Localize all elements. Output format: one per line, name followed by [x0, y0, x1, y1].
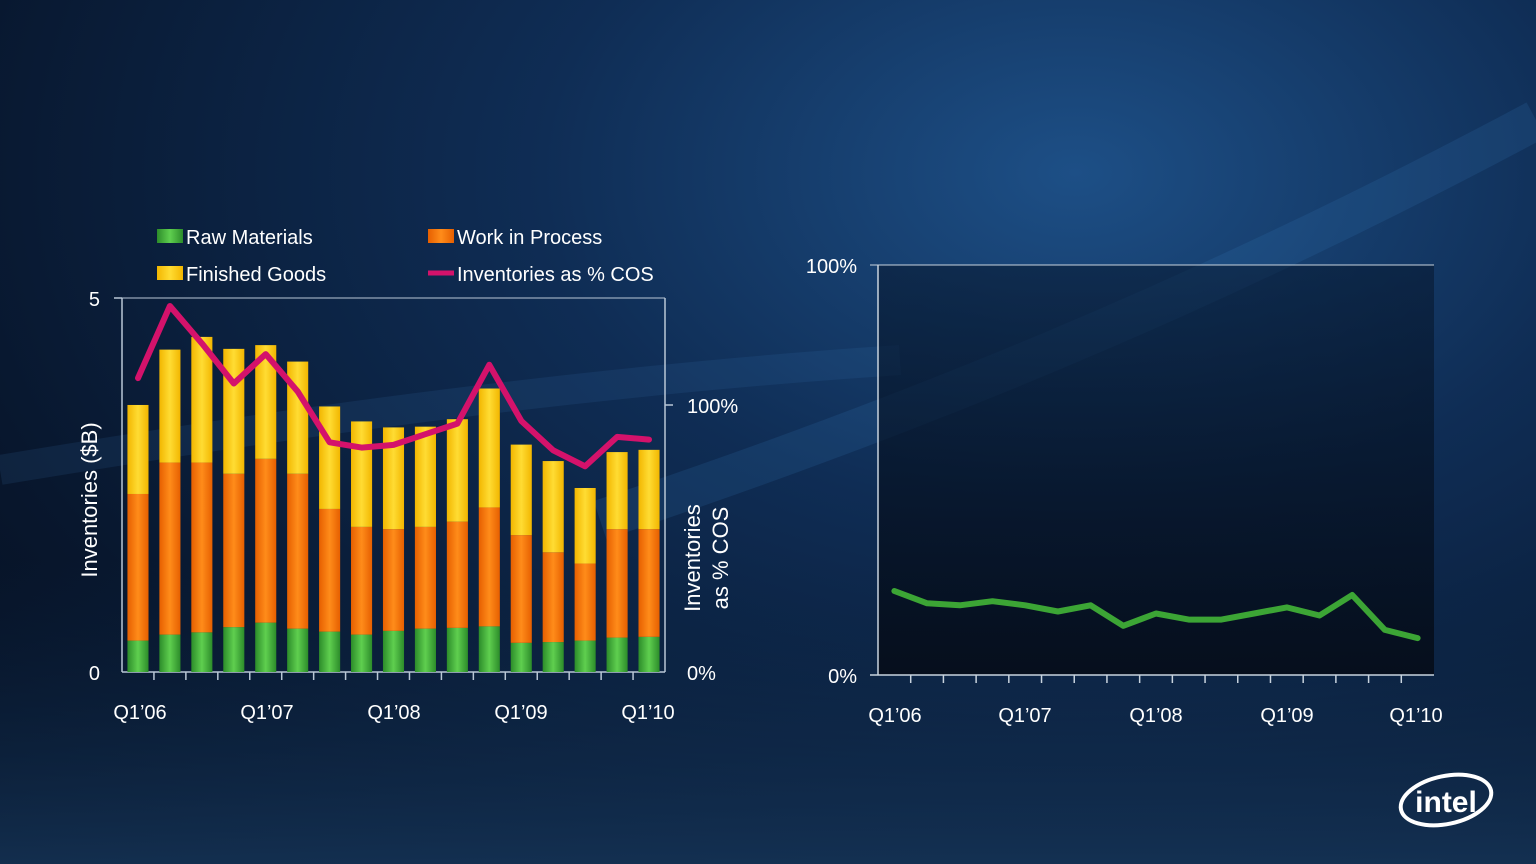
bar-raw-materials	[446, 627, 468, 672]
legend-swatch-work-in-process	[428, 229, 454, 243]
bar-finished-goods	[542, 461, 564, 553]
bar-work-in-process	[382, 529, 405, 631]
bar-finished-goods	[478, 388, 500, 508]
right-chart-y-tick-label-0: 0%	[828, 666, 857, 688]
left-y-tick-label-0: 0	[89, 663, 100, 685]
left-x-tick-labels: Q1’06 Q1’07 Q1’08 Q1’09 Q1’10	[113, 702, 674, 724]
bar-work-in-process	[510, 535, 532, 643]
bar-work-in-process	[191, 462, 213, 633]
bar-raw-materials	[574, 640, 596, 672]
legend: Raw Materials Work in Process Finished G…	[157, 227, 654, 286]
left-y-axis-title: Inventories ($B)	[77, 422, 102, 577]
bar-raw-materials	[223, 627, 245, 672]
right-x-tick-label: Q1’10	[1389, 705, 1442, 727]
bar-work-in-process	[414, 526, 436, 629]
left-x-ticks	[153, 672, 634, 680]
bar-raw-materials	[351, 634, 373, 672]
bar-work-in-process	[606, 529, 628, 638]
bar-finished-goods	[255, 345, 277, 459]
bar-raw-materials	[382, 630, 405, 672]
bar-finished-goods	[638, 449, 660, 530]
bar-finished-goods	[127, 404, 149, 494]
bar-raw-materials	[287, 628, 309, 672]
left-x-tick-label: Q1’06	[113, 702, 166, 724]
bar-raw-materials	[542, 642, 564, 672]
right-x-tick-labels: Q1’06 Q1’07 Q1’08 Q1’09 Q1’10	[868, 705, 1442, 727]
right-y-tick-label-0: 0%	[687, 663, 716, 685]
legend-swatch-raw-materials	[157, 229, 183, 243]
bar-raw-materials	[414, 628, 436, 672]
bar-raw-materials	[127, 640, 149, 672]
bar-raw-materials	[319, 631, 341, 672]
legend-swatch-finished-goods	[157, 266, 183, 280]
bar-work-in-process	[255, 458, 277, 623]
legend-label-work-in-process: Work in Process	[457, 227, 602, 249]
bar-finished-goods	[606, 452, 628, 530]
left-x-tick-label: Q1’07	[240, 702, 293, 724]
bar-work-in-process	[574, 563, 596, 641]
bar-finished-goods	[223, 348, 245, 474]
left-x-tick-label: Q1’10	[621, 702, 674, 724]
bar-work-in-process	[638, 529, 660, 637]
right-x-ticks	[909, 675, 1403, 683]
right-chart-y-tick-label-100: 100%	[806, 256, 857, 278]
bar-work-in-process	[478, 507, 500, 627]
bar-work-in-process	[159, 462, 181, 635]
bar-finished-goods	[510, 444, 532, 536]
bar-finished-goods	[191, 336, 213, 463]
bar-raw-materials	[191, 632, 213, 672]
bar-work-in-process	[446, 521, 468, 628]
intel-logo-text: intel	[1415, 786, 1477, 819]
bar-work-in-process	[542, 552, 564, 643]
right-x-tick-label: Q1’08	[1129, 705, 1182, 727]
legend-label-inventories-pct-cos: Inventories as % COS	[457, 264, 654, 286]
inventories-pct-cos-line	[135, 303, 652, 470]
legend-label-finished-goods: Finished Goods	[186, 264, 326, 286]
bar-raw-materials	[606, 637, 628, 672]
right-y-axis-title-line2: as % COS	[708, 507, 733, 610]
bar-raw-materials	[510, 642, 532, 672]
right-series-line	[891, 588, 1421, 642]
right-y-axis-title-line1: Inventories	[680, 504, 705, 612]
right-x-tick-label: Q1’07	[998, 705, 1051, 727]
intel-logo: intel	[1398, 772, 1494, 828]
bar-raw-materials	[638, 636, 660, 672]
right-y-tick-label-100: 100%	[687, 396, 738, 418]
bar-work-in-process	[319, 508, 341, 632]
bar-finished-goods	[446, 419, 468, 522]
bar-work-in-process	[351, 526, 373, 635]
bar-finished-goods	[414, 426, 436, 527]
bar-work-in-process	[287, 473, 309, 629]
left-x-tick-label: Q1’09	[494, 702, 547, 724]
left-chart: Raw Materials Work in Process Finished G…	[77, 227, 738, 724]
bar-finished-goods	[382, 427, 405, 530]
bar-finished-goods	[319, 406, 341, 509]
bar-raw-materials	[478, 626, 500, 672]
bar-finished-goods	[574, 487, 596, 564]
left-y-tick-label-5: 5	[89, 289, 100, 311]
right-x-tick-label: Q1’06	[868, 705, 921, 727]
right-chart: 100% 0% Q1’06 Q1’07 Q1’08 Q1’09 Q1’10	[806, 256, 1443, 727]
left-x-tick-label: Q1’08	[367, 702, 420, 724]
bar-raw-materials	[159, 634, 181, 672]
bar-work-in-process	[127, 493, 149, 641]
bar-finished-goods	[351, 421, 373, 527]
bar-work-in-process	[223, 473, 245, 628]
bar-raw-materials	[255, 622, 277, 672]
left-bars	[127, 336, 660, 672]
right-x-tick-label: Q1’09	[1260, 705, 1313, 727]
legend-label-raw-materials: Raw Materials	[186, 227, 313, 249]
bar-finished-goods	[159, 349, 181, 463]
